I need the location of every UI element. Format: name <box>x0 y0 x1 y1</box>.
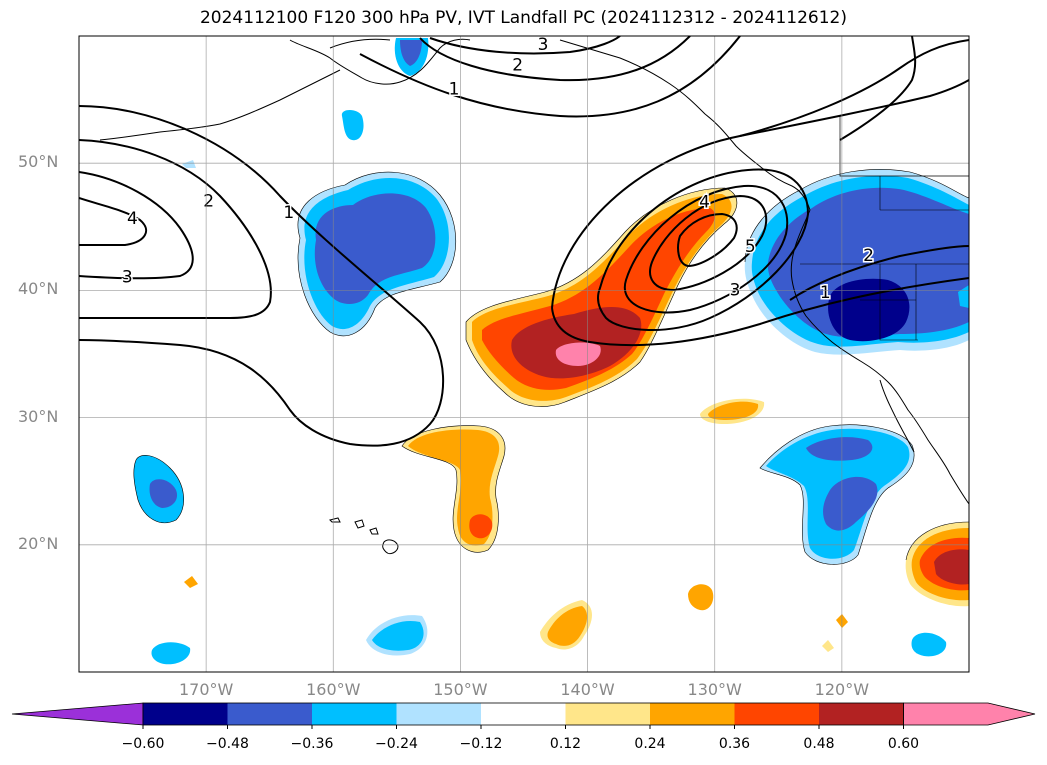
contour-label: 3 <box>538 35 549 55</box>
ivt-contour-4 <box>79 197 148 246</box>
ivt-contour-4 <box>649 194 768 292</box>
colorbar-tick-label: −0.60 <box>121 736 165 752</box>
lon-tick-label: 160°W <box>306 680 361 699</box>
ivt-contour-3 <box>79 171 194 280</box>
ivt-contour-2 <box>839 36 917 141</box>
contour-label: 1 <box>449 79 460 99</box>
pv-positive-area <box>547 606 588 646</box>
ivt-contour-5 <box>677 212 738 268</box>
contour-label: 2 <box>203 191 214 211</box>
pv-negative-area <box>828 278 910 342</box>
ivt-contour-2 <box>79 139 272 320</box>
colorbar-tick-label: −0.24 <box>375 736 418 752</box>
ivt-contour-3 <box>623 184 789 314</box>
lon-tick-label: 120°W <box>814 680 870 699</box>
colorbar-tick-label: 0.48 <box>803 736 835 752</box>
pv-negative-area <box>400 40 422 66</box>
ivt-contour-1 <box>551 277 969 347</box>
ivt-contour-3 <box>429 36 621 55</box>
ivt-contour-2 <box>789 245 969 301</box>
pv-negative-area <box>151 642 191 665</box>
pv-negative-area <box>823 476 878 531</box>
map-frame <box>78 35 970 673</box>
colorbar-segment <box>312 703 397 725</box>
pv-negative-area <box>372 620 424 651</box>
contour-label: 2 <box>512 55 523 75</box>
colorbar-tick-label: 0.36 <box>718 736 751 752</box>
colorbar-segment <box>734 703 820 725</box>
colorbar-tick-label: −0.48 <box>206 736 249 752</box>
colorbar-segment <box>396 703 482 725</box>
colorbar-segment <box>819 703 904 725</box>
lon-tick-label: 150°W <box>433 680 488 699</box>
pv-negative-area <box>911 632 947 657</box>
lon-tick-label: 170°W <box>178 680 234 699</box>
colorbar-segment <box>227 703 313 725</box>
pv-positive-area <box>688 584 714 611</box>
colorbar-segment <box>565 703 651 725</box>
ivt-contour-1 <box>359 36 741 118</box>
colorbar-tick-label: −0.36 <box>290 736 334 752</box>
ivt-contour-2 <box>419 36 691 82</box>
pv-negative-area <box>149 479 178 508</box>
lat-tick-label: 30°N <box>18 406 59 426</box>
colorbar-extend-high <box>903 702 1036 726</box>
contour-label: 3 <box>122 268 133 288</box>
colorbar-tick-label: −0.12 <box>459 736 503 752</box>
colorbar-tick-label: 0.60 <box>887 736 920 752</box>
ivt-contour-1 <box>739 39 969 137</box>
ivt-contour-1 <box>551 79 969 309</box>
lon-tick-label: 140°W <box>560 680 615 699</box>
colorbar-extend-low <box>11 702 144 726</box>
pv-negative-area <box>806 437 873 461</box>
contour-label: 2 <box>863 246 874 266</box>
pv-negative-area <box>767 187 969 338</box>
map-title: 2024112100 F120 300 hPa PV, IVT Landfall… <box>199 8 847 28</box>
pv-positive-area <box>934 549 969 585</box>
colorbar <box>11 702 1036 729</box>
lon-tick-label: 130°W <box>687 680 742 699</box>
gridlines <box>79 36 969 672</box>
ivt-contours <box>79 36 969 447</box>
lat-tick-label: 20°N <box>18 533 59 553</box>
lat-tick-label: 40°N <box>18 279 59 299</box>
pv-negative-area <box>182 160 196 168</box>
ivt-contour-1 <box>79 105 445 447</box>
colorbar-outline <box>142 702 904 726</box>
pv-positive-area <box>469 514 493 539</box>
colorbar-segment <box>481 703 566 725</box>
ivt-contour-2 <box>597 168 810 332</box>
pv-positive-area <box>555 342 601 366</box>
contour-label: 4 <box>127 209 138 229</box>
contour-label: 1 <box>283 203 294 223</box>
pv-positive-area <box>184 576 198 588</box>
colorbar-segment <box>143 703 228 725</box>
colorbar-tick-label: 0.24 <box>634 736 666 752</box>
colorbar-tick-label: 0.12 <box>549 736 582 752</box>
coastlines <box>99 38 969 555</box>
contour-label: 1 <box>820 283 831 303</box>
pv-positive-area <box>511 307 642 379</box>
pv-positive-area <box>822 640 834 652</box>
contour-label: 5 <box>745 237 756 257</box>
pv-negative-area <box>341 110 364 141</box>
colorbar-segment <box>650 703 735 725</box>
contour-label: 4 <box>699 193 710 213</box>
pv-negative-area <box>314 193 436 304</box>
pv-positive-area <box>708 401 759 420</box>
lat-tick-label: 50°N <box>18 152 59 172</box>
